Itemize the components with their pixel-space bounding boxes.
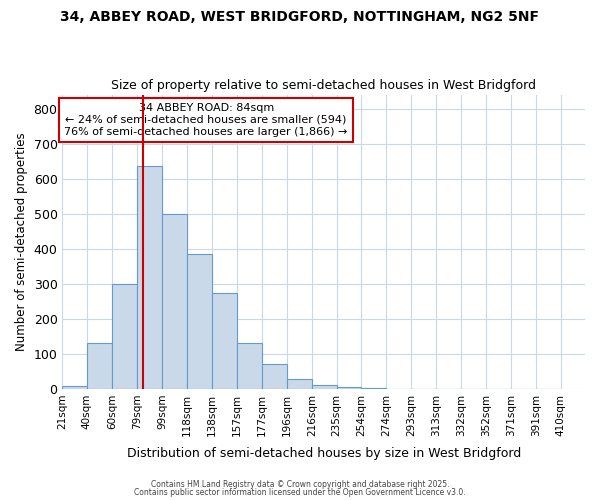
Bar — [112, 284, 137, 389]
Bar — [312, 384, 337, 389]
Bar — [187, 254, 212, 389]
Bar — [287, 379, 312, 389]
Text: 34 ABBEY ROAD: 84sqm
← 24% of semi-detached houses are smaller (594)
76% of semi: 34 ABBEY ROAD: 84sqm ← 24% of semi-detac… — [64, 104, 348, 136]
Bar — [87, 344, 112, 389]
Text: Contains HM Land Registry data © Crown copyright and database right 2025.: Contains HM Land Registry data © Crown c… — [151, 480, 449, 489]
Bar — [361, 388, 386, 389]
Y-axis label: Number of semi-detached properties: Number of semi-detached properties — [15, 132, 28, 351]
X-axis label: Distribution of semi-detached houses by size in West Bridgford: Distribution of semi-detached houses by … — [127, 447, 521, 460]
Bar — [62, 386, 87, 389]
Bar — [212, 292, 236, 389]
Bar — [262, 364, 287, 389]
Bar — [137, 166, 163, 389]
Text: 34, ABBEY ROAD, WEST BRIDGFORD, NOTTINGHAM, NG2 5NF: 34, ABBEY ROAD, WEST BRIDGFORD, NOTTINGH… — [61, 10, 539, 24]
Title: Size of property relative to semi-detached houses in West Bridgford: Size of property relative to semi-detach… — [111, 79, 536, 92]
Bar — [337, 387, 361, 389]
Text: Contains public sector information licensed under the Open Government Licence v3: Contains public sector information licen… — [134, 488, 466, 497]
Bar — [236, 344, 262, 389]
Bar — [163, 214, 187, 389]
